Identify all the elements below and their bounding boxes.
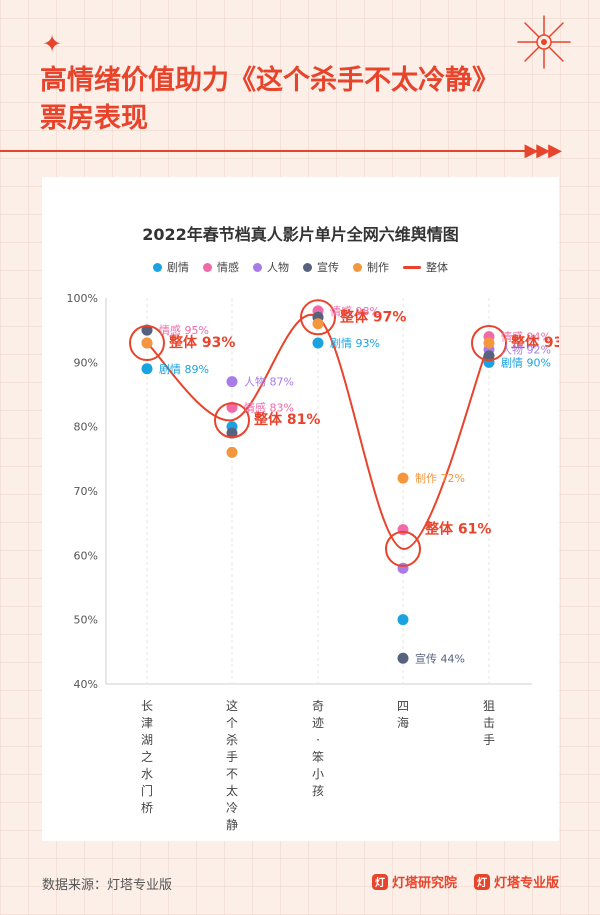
chart-title: 2022年春节档真人影片单片全网六维舆情图 — [142, 225, 459, 244]
overall-line — [146, 313, 490, 550]
legend-dot-icon — [303, 262, 312, 272]
x-category-label: 狙击手 — [483, 699, 495, 747]
data-point-情感 — [226, 401, 238, 413]
data-point-情感 — [397, 524, 409, 536]
data-label: 整体 81% — [253, 411, 320, 428]
legend-item-人物: 人物 — [253, 259, 289, 275]
y-tick-label: 100% — [67, 292, 98, 305]
data-point-人物 — [226, 376, 238, 388]
x-category-label: 长津湖之水门桥 — [141, 699, 153, 815]
legend-dot-icon — [253, 262, 262, 272]
legend-label: 剧情 — [167, 261, 189, 274]
chart-plot-area: 40% 50% 60% 70% 80% 90% 100% 长津湖之水门桥 这个杀手不太冷静 奇迹·… — [67, 292, 559, 832]
overall-ring — [471, 325, 507, 362]
legend-item-制作: 制作 — [353, 259, 389, 275]
legend-item-整体: 整体 — [403, 259, 448, 275]
data-point-宣传 — [397, 652, 409, 664]
data-source: 数据来源：灯塔专业版 — [42, 878, 173, 893]
brand-dengta-research: 灯 灯塔研究院 — [372, 872, 457, 891]
brand-dengta-pro: 灯 灯塔专业版 — [474, 872, 559, 891]
x-category-label: 这个杀手不太冷静 — [226, 698, 238, 832]
data-point-制作 — [397, 472, 409, 484]
legend-dot-icon — [153, 262, 162, 272]
data-point-宣传 — [141, 324, 153, 336]
legend-label: 整体 — [426, 261, 448, 274]
data-point-制作 — [226, 446, 238, 458]
overall-ring — [214, 402, 250, 439]
data-point-制作 — [312, 318, 324, 330]
firework-icon — [517, 15, 571, 69]
sparkle-icon: ✦ — [42, 30, 63, 58]
data-label: 人物 87% — [244, 375, 294, 389]
overall-ring — [129, 325, 165, 362]
legend-item-剧情: 剧情 — [153, 259, 189, 275]
overall-ring — [385, 530, 421, 567]
data-point-宣传 — [483, 350, 495, 362]
dengta-logo-icon: 灯 — [372, 873, 388, 890]
data-label: 情感 98% — [330, 305, 380, 318]
data-label: 剧情 89% — [159, 363, 209, 376]
y-tick-label: 50% — [74, 614, 98, 627]
title-line-2: 票房表现 — [40, 103, 148, 134]
legend-label: 人物 — [267, 261, 289, 274]
legend-line-icon — [403, 265, 421, 269]
legend-label: 制作 — [367, 261, 389, 274]
legend-label: 宣传 — [317, 261, 339, 274]
x-category-label: 奇迹·笨小孩 — [312, 699, 324, 798]
legend-item-情感: 情感 — [203, 259, 239, 275]
brand-label: 灯塔专业版 — [494, 876, 560, 891]
y-tick-label: 80% — [74, 421, 98, 434]
chart-card: 2022年春节档真人影片单片全网六维舆情图 剧情 情感 人物 宣传 制作 整体 … — [42, 177, 559, 841]
data-point-人物 — [397, 562, 409, 574]
overall-ring — [300, 299, 336, 336]
legend-dot-icon — [203, 262, 212, 272]
y-tick-label: 90% — [74, 356, 98, 369]
data-label: 宣传 44% — [415, 651, 465, 665]
y-tick-label: 70% — [74, 485, 98, 498]
dengta-logo-icon: 灯 — [474, 873, 490, 890]
data-label: 情感 83% — [244, 401, 294, 414]
title-line-1: 高情绪价值助力《这个杀手不太冷静》 — [40, 65, 499, 96]
chart-legend: 剧情 情感 人物 宣传 制作 整体 — [42, 259, 559, 275]
data-label: 整体 93% — [168, 334, 235, 351]
data-label: 整体 97% — [339, 308, 406, 325]
data-label: 剧情 90% — [501, 356, 551, 369]
data-label: 情感 94% — [501, 331, 551, 344]
data-point-宣传 — [226, 427, 238, 439]
brand-label: 灯塔研究院 — [392, 876, 458, 891]
data-label: 整体 93% — [510, 334, 559, 351]
data-point-制作 — [141, 337, 153, 349]
legend-item-宣传: 宣传 — [303, 259, 339, 275]
legend-dot-icon — [353, 262, 362, 272]
data-point-剧情 — [397, 614, 409, 626]
page-title: 高情绪价值助力《这个杀手不太冷静》 票房表现 — [40, 62, 560, 138]
data-label: 人物 92% — [501, 342, 551, 356]
data-label: 整体 61% — [424, 521, 491, 538]
data-point-制作 — [483, 337, 495, 349]
data-label: 情感 95% — [159, 324, 209, 337]
data-point-剧情 — [312, 337, 324, 349]
header-divider — [0, 150, 538, 152]
triple-arrow-icon: ▶▶▶ — [524, 140, 562, 161]
y-tick-label: 40% — [74, 678, 98, 691]
data-label: 剧情 93% — [330, 337, 380, 350]
data-point-剧情 — [141, 363, 153, 375]
legend-label: 情感 — [217, 261, 239, 274]
data-label: 制作 72% — [415, 472, 465, 485]
y-tick-label: 60% — [74, 549, 98, 562]
x-category-label: 四海 — [397, 699, 409, 730]
